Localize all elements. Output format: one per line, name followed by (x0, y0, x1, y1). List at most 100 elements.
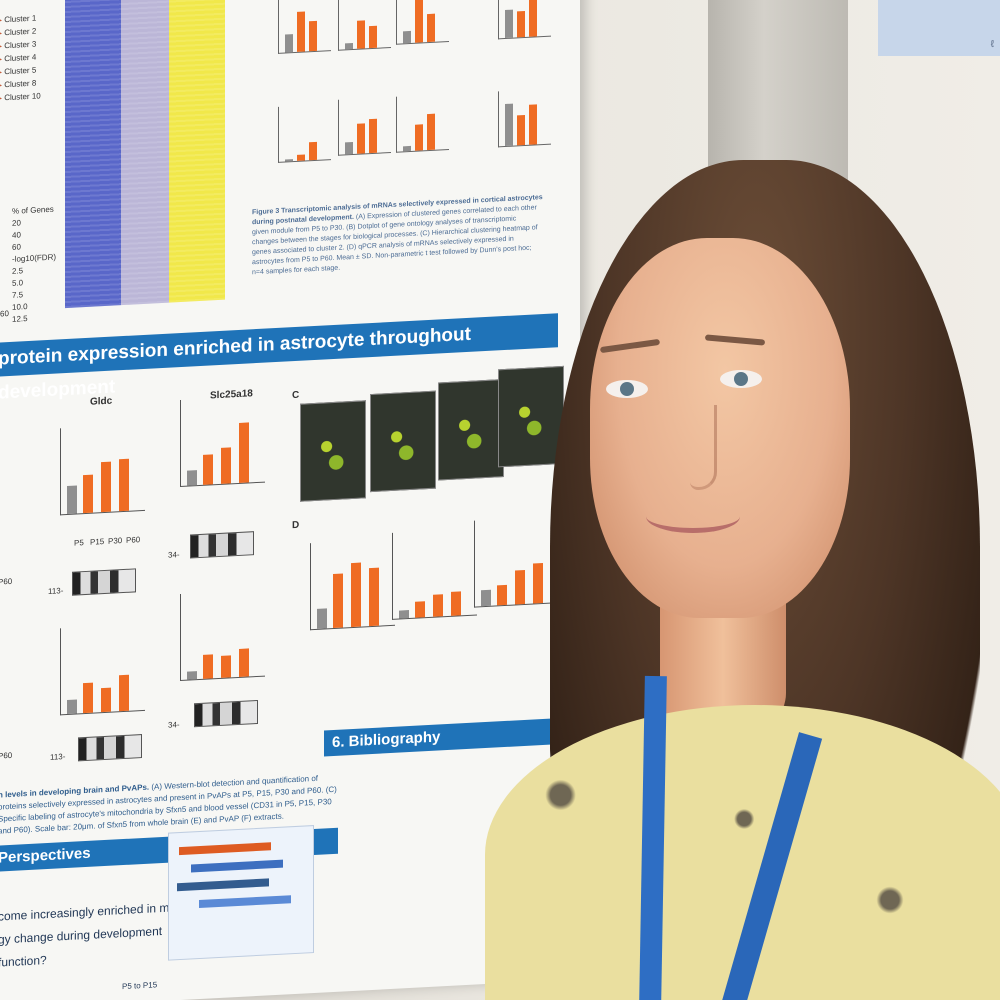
bar (187, 470, 197, 486)
bar (415, 0, 423, 43)
qpcr-mini-chart (498, 0, 551, 40)
blot-size-label: 113- (48, 586, 64, 596)
bar (505, 103, 513, 147)
bar (101, 461, 111, 513)
western-quant-chart (60, 623, 145, 716)
bar (333, 573, 343, 629)
bar (481, 589, 491, 607)
bar (497, 584, 507, 606)
qpcr-mini-chart (278, 104, 331, 163)
bar (427, 113, 435, 151)
heatmap-axis-note: 60 (0, 309, 9, 319)
western-blot (190, 531, 254, 559)
microscopy-image (438, 379, 504, 481)
bar (369, 567, 379, 627)
bar (533, 563, 543, 604)
qpcr-mini-chart (338, 0, 391, 51)
background-door-frame (708, 0, 848, 190)
bar (369, 118, 377, 154)
bar (529, 104, 537, 145)
western-blot (78, 734, 142, 762)
bar (119, 458, 129, 512)
figure-d-label: D (292, 519, 300, 532)
bar (403, 30, 411, 44)
bar (415, 601, 425, 618)
microscopy-image (370, 390, 436, 493)
section-title-bar: protein expression enriched in astrocyte… (0, 313, 558, 404)
qpcr-mini-chart (278, 0, 331, 54)
bar (451, 591, 461, 616)
stage-label: P15 (90, 537, 105, 547)
perspective-text: come increasingly enriched in mito gy ch… (0, 896, 182, 975)
figure-3-caption: Figure 3 Transcriptomic analysis of mRNA… (252, 193, 544, 278)
bar (357, 20, 365, 49)
bar (517, 114, 525, 146)
bottom-note: P5 to P15 (122, 980, 158, 992)
bar (517, 10, 525, 38)
bar (67, 485, 77, 514)
bar (427, 13, 435, 43)
bar (399, 610, 409, 619)
stage-label: P5 (74, 538, 84, 548)
western-blot (194, 699, 258, 728)
gene-expression-heatmap (65, 0, 225, 309)
bar (317, 608, 327, 629)
qpcr-mini-chart (396, 93, 449, 153)
microscopy-image (300, 400, 366, 502)
bar (345, 42, 353, 50)
bar (83, 474, 93, 514)
woman-face (590, 238, 850, 618)
bar (369, 25, 377, 49)
right-eye (720, 370, 762, 388)
bar (221, 655, 231, 678)
bar (83, 682, 93, 714)
western-blot (72, 568, 136, 596)
bar (285, 159, 293, 162)
bar (119, 674, 129, 712)
stage-label: P60 (126, 535, 141, 545)
nose (690, 405, 717, 490)
qpcr-chart-grid (250, 0, 551, 191)
bottom-diagram (168, 825, 314, 961)
qpcr-mini-chart (498, 88, 551, 148)
western-quant-chart (180, 395, 265, 488)
bar (297, 11, 305, 52)
blot-size-label: 34- (168, 550, 180, 560)
bar (433, 594, 443, 617)
bibliography-title: 6. Bibliography (332, 728, 441, 752)
bar (221, 447, 231, 484)
bar (297, 154, 305, 161)
bar (515, 569, 525, 605)
stage-label: P60 (0, 576, 13, 587)
quantification-chart (474, 516, 559, 608)
bar (351, 562, 361, 628)
cluster-legend: Cluster 1 Cluster 2 Cluster 3 Cluster 4 … (0, 10, 58, 104)
gene-label: Gldc (90, 395, 113, 408)
bar (203, 454, 213, 485)
bar (67, 699, 77, 714)
legend-text: 12.5 (12, 314, 28, 324)
stage-label: P30 (108, 536, 123, 546)
bar (101, 687, 111, 713)
bar (309, 20, 317, 52)
quantification-chart (392, 528, 477, 620)
figure-c-label: C (292, 389, 300, 402)
smile (646, 500, 740, 533)
qpcr-mini-chart (396, 0, 449, 45)
microscopy-image (498, 365, 564, 468)
bar (187, 671, 197, 680)
bar (239, 648, 249, 677)
background-blue-sign: ℓ (878, 0, 1000, 56)
blot-size-label: 34- (168, 720, 180, 730)
bar (415, 124, 423, 151)
bar (357, 123, 365, 154)
bibliography-header: 6. Bibliography (324, 718, 552, 757)
left-eye (606, 380, 648, 398)
blot-size-label: 113- (50, 752, 66, 762)
figure-3-text: (A) Expression of clustered genes correl… (252, 204, 538, 277)
bar (203, 654, 213, 679)
western-quant-chart (180, 589, 265, 682)
western-quant-chart (60, 423, 145, 516)
quantification-chart (310, 538, 395, 631)
bar (403, 145, 411, 152)
